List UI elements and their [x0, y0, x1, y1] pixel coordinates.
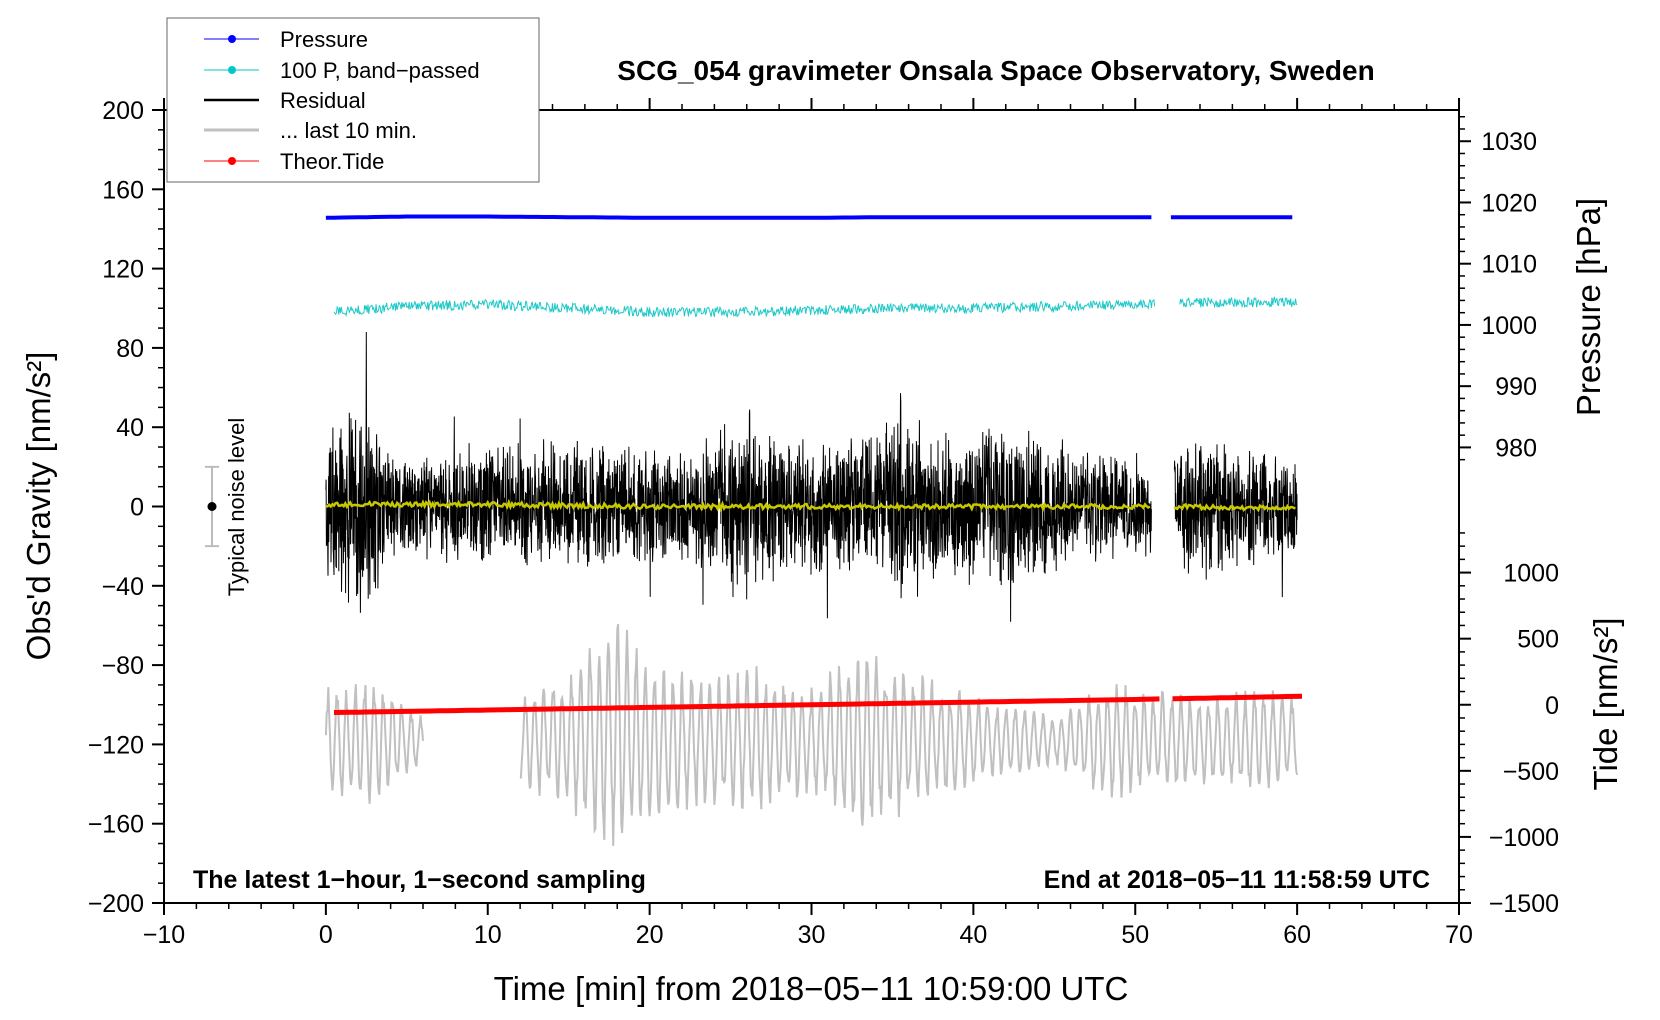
- tide-axis-label: Tide [nm/s²]: [1587, 618, 1624, 791]
- x-tick-label: 30: [798, 921, 826, 949]
- band-passed-pressure-line: [333, 298, 1156, 319]
- x-tick-label: 20: [636, 921, 664, 949]
- pressure-tick-label: 1000: [1481, 312, 1537, 340]
- legend-item: 100 P, band−passed: [204, 58, 480, 83]
- legend-item: Theor.Tide: [204, 149, 384, 174]
- annotation-sampling: The latest 1−hour, 1−second sampling: [193, 866, 646, 894]
- y-tick-label: 80: [116, 335, 144, 363]
- tide-tick-label: −1000: [1489, 824, 1559, 852]
- x-tick-label: 0: [319, 921, 333, 949]
- x-tick-label: 60: [1283, 921, 1311, 949]
- ticks-layer: −10 0 10 20 30 40 50 60 7020016012080400−40−80−1…: [88, 97, 1559, 949]
- x-tick-label: −10: [143, 921, 185, 949]
- legend-item: ... last 10 min.: [204, 118, 417, 143]
- residual-line: [325, 331, 1152, 622]
- tide-tick-label: −500: [1503, 758, 1559, 786]
- tide-tick-label: −1500: [1489, 890, 1559, 918]
- legend-item: Residual: [204, 88, 366, 113]
- legend-label: Residual: [280, 88, 366, 113]
- y-tick-label: −160: [88, 811, 144, 839]
- residual-smoothed-line: [325, 498, 1151, 513]
- y-tick-label: −200: [88, 890, 144, 918]
- legend-item: Pressure: [204, 27, 368, 52]
- tide-tick-label: 0: [1545, 692, 1559, 720]
- pressure-tick-label: 1030: [1481, 128, 1537, 156]
- tide-line: [333, 696, 1160, 715]
- y-tick-label: 0: [130, 494, 144, 522]
- last-10-min-line: [324, 684, 424, 804]
- y-axis-label: Obs'd Gravity [nm/s²]: [20, 352, 57, 661]
- series-layer: [324, 214, 1303, 846]
- pressure-line: [325, 214, 1152, 220]
- legend-label: 100 P, band−passed: [280, 58, 480, 83]
- y-tick-label: 120: [102, 256, 144, 284]
- band-passed-pressure-line: [1179, 296, 1298, 309]
- pressure-tick-label: 1010: [1481, 251, 1537, 279]
- tide-line: [1172, 693, 1303, 702]
- legend-label: Theor.Tide: [280, 149, 384, 174]
- legend: Pressure 100 P, band−passed Residual ... la…: [166, 17, 540, 183]
- legend-marker: [228, 157, 236, 165]
- tide-tick-label: 500: [1517, 626, 1559, 654]
- y-tick-label: −40: [102, 573, 144, 601]
- pressure-tick-label: 1020: [1481, 189, 1537, 217]
- noise-level-indicator: Typical noise level: [205, 418, 249, 597]
- y-tick-label: 40: [116, 414, 144, 442]
- legend-marker: [228, 35, 236, 43]
- residual-line: [1173, 443, 1298, 598]
- noise-label: Typical noise level: [224, 418, 249, 597]
- chart-title: SCG_054 gravimeter Onsala Space Observat…: [617, 55, 1374, 86]
- x-tick-label: 50: [1121, 921, 1149, 949]
- legend-label: Pressure: [280, 27, 368, 52]
- y-tick-label: 160: [102, 176, 144, 204]
- noise-bar-dot: [207, 502, 217, 511]
- y-tick-label: −120: [88, 731, 144, 759]
- legend-label: ... last 10 min.: [280, 118, 417, 143]
- y-tick-label: −80: [102, 652, 144, 680]
- legend-marker: [228, 66, 236, 74]
- x-tick-label: 70: [1445, 921, 1473, 949]
- pressure-tick-label: 990: [1495, 373, 1537, 401]
- x-tick-label: 10: [474, 921, 502, 949]
- x-tick-label: 40: [959, 921, 987, 949]
- y-tick-label: 200: [102, 97, 144, 125]
- pressure-axis-label: Pressure [hPa]: [1570, 198, 1607, 416]
- pressure-tick-label: 980: [1495, 434, 1537, 462]
- residual-smoothed-line: [1173, 502, 1296, 513]
- x-axis-label: Time [min] from 2018−05−11 10:59:00 UTC: [494, 970, 1129, 1007]
- tide-tick-label: 1000: [1503, 560, 1559, 588]
- annotation-end-time: End at 2018−05−11 11:58:59 UTC: [1044, 866, 1430, 894]
- last-10-min-line: [519, 624, 1299, 846]
